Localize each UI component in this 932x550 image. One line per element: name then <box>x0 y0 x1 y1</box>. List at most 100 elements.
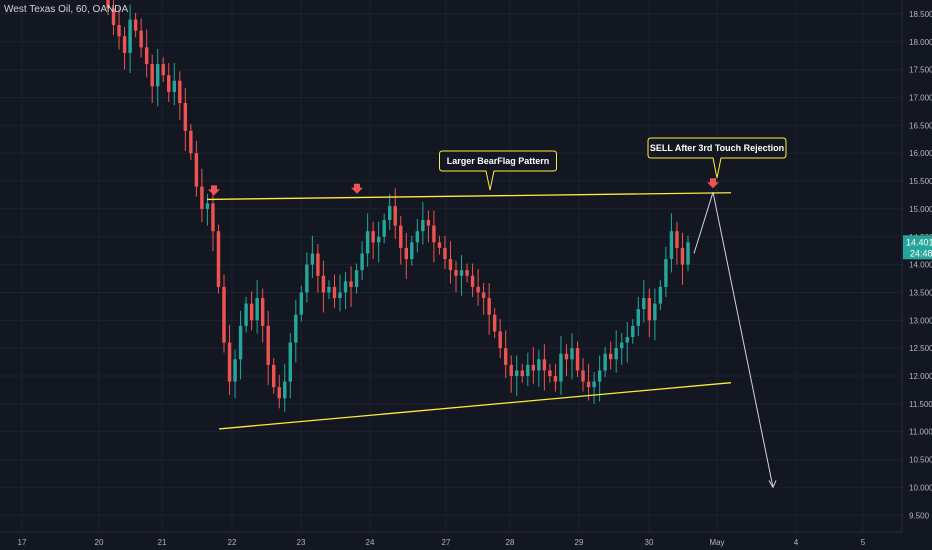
candle-body <box>404 247 408 260</box>
candle-body <box>238 325 243 360</box>
candle-body <box>498 331 502 349</box>
candle <box>321 260 326 313</box>
candle-body <box>133 19 138 31</box>
time-tick-label: 17 <box>18 538 27 547</box>
candle-body <box>393 206 397 226</box>
candle <box>183 88 188 151</box>
candle <box>156 49 160 107</box>
candle <box>150 54 154 104</box>
touch-markers <box>208 178 719 196</box>
sell-callout[interactable]: SELL After 3rd Touch Rejection <box>647 137 787 179</box>
time-axis[interactable]: 17 20 21 22 23 24 27 28 29 30 May 4 5 <box>0 531 932 550</box>
candle-body <box>542 359 547 371</box>
price-tick-label: 11.000 <box>909 428 932 437</box>
candle-body <box>283 381 287 399</box>
candle <box>338 274 342 312</box>
price-axis-background <box>902 0 932 550</box>
candle-body <box>161 64 165 76</box>
time-tick-label: 29 <box>575 538 584 547</box>
candle <box>664 246 668 297</box>
candle <box>161 57 165 82</box>
candle <box>564 344 569 377</box>
time-tick-label: 21 <box>158 538 167 547</box>
price-tick-label: 14.000 <box>909 261 932 270</box>
candle-body <box>211 203 215 232</box>
candle <box>404 232 408 280</box>
candle-body <box>415 231 420 243</box>
touch-arrow-marker <box>351 183 363 194</box>
candle <box>106 0 110 16</box>
price-tick-label: 11.500 <box>909 400 932 409</box>
candle <box>515 355 519 397</box>
candle-body <box>653 303 657 321</box>
candle <box>376 221 381 263</box>
candle <box>537 349 541 388</box>
candle <box>216 224 221 294</box>
candle-body <box>410 242 414 260</box>
price-tick-label: 13.000 <box>909 316 932 325</box>
candle-body <box>426 220 431 226</box>
candle-body <box>376 236 381 243</box>
candle <box>117 7 121 50</box>
candle-body <box>172 80 176 92</box>
candle <box>459 255 464 296</box>
price-tick-label: 10.000 <box>909 483 932 492</box>
time-tick-label: 24 <box>366 538 375 547</box>
candle-body <box>509 364 513 377</box>
candle-body <box>636 309 640 326</box>
callout-box <box>439 150 557 191</box>
candle <box>465 263 469 283</box>
candle-body <box>338 292 342 299</box>
candle-body <box>332 286 337 299</box>
bear-flag-callout[interactable]: Larger BearFlag Pattern <box>439 150 557 191</box>
candle <box>498 319 502 359</box>
time-tick-label: 28 <box>506 538 515 547</box>
price-axis[interactable]: 9.500 10.000 10.500 11.000 11.500 12.000 12.50… <box>901 0 932 550</box>
projection-arrowhead <box>768 480 777 489</box>
candle-body <box>299 292 304 315</box>
candle-body <box>608 353 613 360</box>
candle-body <box>216 231 221 287</box>
price-tick-label: 16.500 <box>909 121 932 130</box>
candle-body <box>686 242 690 265</box>
time-tick-label: 4 <box>794 538 799 547</box>
candle <box>294 299 298 363</box>
candle-body <box>421 220 425 232</box>
candle <box>360 241 364 281</box>
candle <box>620 333 624 365</box>
candle <box>415 218 420 253</box>
candle-body <box>531 364 536 371</box>
candle-body <box>128 19 132 53</box>
candle <box>614 330 618 373</box>
candle <box>288 333 292 399</box>
candle-body <box>603 353 607 371</box>
candle-body <box>470 275 475 287</box>
candle <box>443 235 447 270</box>
time-tick-label: May <box>709 538 724 547</box>
candle-body <box>139 30 143 48</box>
candle <box>139 18 143 58</box>
candle-body <box>360 253 364 271</box>
sell-projection-path[interactable] <box>693 192 774 488</box>
candle <box>410 235 414 266</box>
candle-body <box>321 275 326 293</box>
candle <box>531 347 536 384</box>
touch-arrow-marker <box>208 185 220 196</box>
bear-flag-upper-trendline[interactable] <box>206 192 732 201</box>
candle <box>642 280 646 323</box>
candle-body <box>255 298 259 321</box>
candle <box>570 333 574 380</box>
pattern-lines <box>206 192 777 489</box>
candle-body <box>156 64 160 87</box>
candle-body <box>343 281 348 293</box>
candle <box>277 374 281 409</box>
candle-body <box>515 370 519 377</box>
bear-flag-lower-trendline[interactable] <box>218 382 732 430</box>
candle <box>548 363 552 383</box>
candle-body <box>548 370 552 377</box>
last-price-label: 14.401 <box>906 237 932 247</box>
candle-body <box>167 75 171 92</box>
candle-body <box>664 259 668 287</box>
candle <box>432 210 436 263</box>
